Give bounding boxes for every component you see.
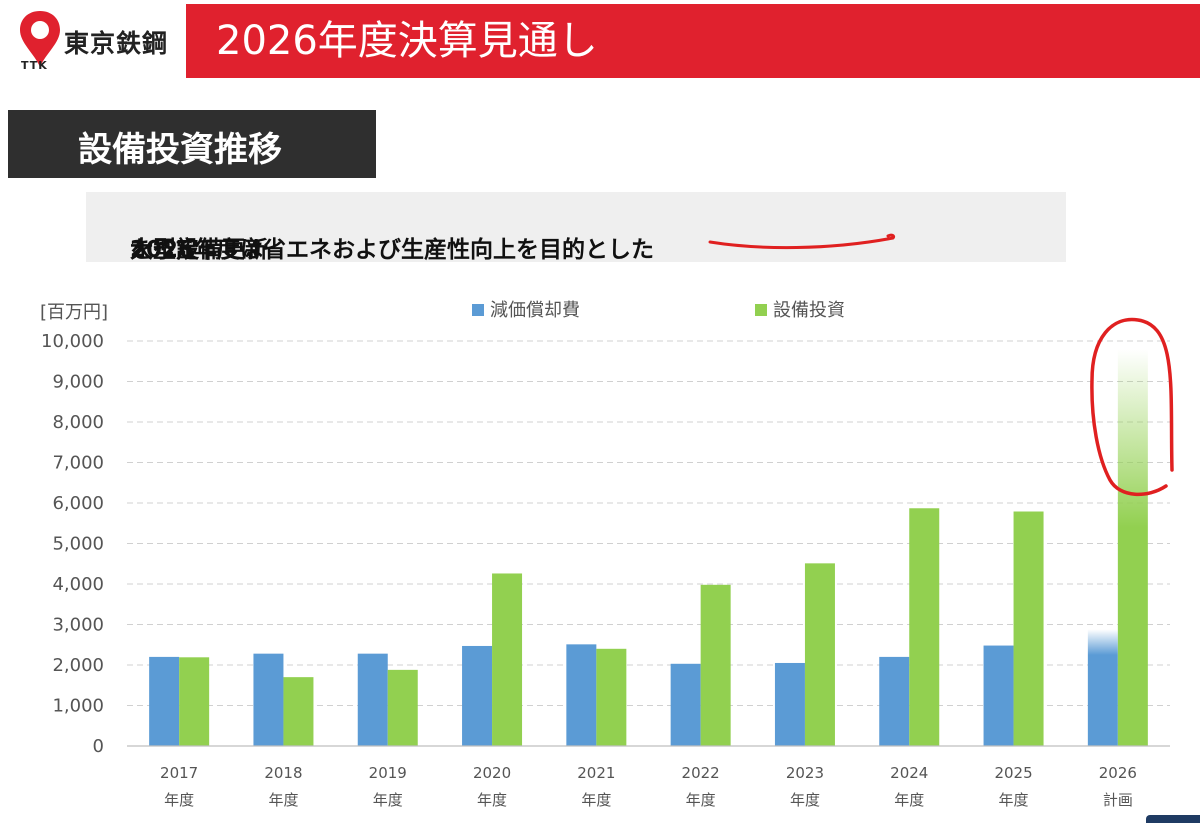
bar-series (149, 349, 1148, 746)
corner-chip (1146, 815, 1200, 823)
x-tick-sublabel: 年度 (373, 791, 403, 809)
bar (909, 508, 940, 746)
company-abbr: TTK (21, 59, 48, 72)
x-tick-sublabel: 年度 (164, 791, 194, 809)
legend-swatch (755, 304, 767, 316)
y-axis-label: [百万円] (40, 302, 108, 323)
x-tick-sublabel: 年度 (686, 791, 716, 809)
y-tick-label: 10,000 (41, 331, 104, 352)
y-tick-label: 3,000 (52, 615, 104, 636)
x-tick-label: 2026 (1099, 764, 1137, 782)
y-tick-label: 5,000 (52, 534, 104, 555)
grid-lines (127, 340, 1170, 706)
x-tick-label: 2021 (577, 764, 615, 782)
bar (804, 563, 835, 746)
bar (283, 677, 314, 746)
chart-legend: 減価償却費 設備投資 (472, 300, 845, 321)
y-tick-label: 6,000 (52, 493, 104, 514)
bar (879, 656, 910, 746)
bar (670, 663, 701, 746)
bar (1087, 629, 1118, 746)
x-tick-sublabel: 年度 (790, 791, 820, 809)
y-axis-ticks: 0 1,000 2,000 3,000 4,000 5,000 6,000 7,000 8,00… (41, 331, 104, 757)
x-tick-label: 2020 (473, 764, 511, 782)
x-tick-sublabel: 年度 (999, 791, 1029, 809)
bar (253, 653, 284, 746)
bar (983, 645, 1014, 746)
legend-swatch (472, 304, 484, 316)
bar (566, 644, 597, 746)
x-tick-sublabel: 年度 (268, 791, 298, 809)
callout-text-after: を予定 (130, 237, 199, 263)
annotation-underline (708, 233, 896, 250)
y-tick-label: 1,000 (52, 696, 104, 717)
page-title: 2026年度決算見通し (216, 18, 598, 64)
x-axis-ticks: 2017 年度 2018 年度 2019 年度 2020 年度 2021 年度 2022 年度 2023… (160, 764, 1137, 809)
bar (1013, 511, 1044, 746)
x-tick-sublabel: 年度 (477, 791, 507, 809)
x-tick-sublabel: 年度 (581, 791, 611, 809)
header-band: 2026年度決算見通し (186, 4, 1200, 78)
x-tick-sublabel: 年度 (894, 791, 924, 809)
callout-text-emphasis: 大型設備更新 (130, 237, 268, 263)
x-tick-label: 2023 (786, 764, 824, 782)
x-tick-label: 2025 (994, 764, 1032, 782)
bar (357, 653, 388, 746)
company-name: 東京鉄鋼 (64, 29, 169, 58)
x-tick-label: 2024 (890, 764, 928, 782)
logo-pin-icon (20, 11, 60, 67)
legend-entry: 設備投資 (773, 300, 845, 321)
company-logo: 東京鉄鋼 TTK (0, 0, 186, 78)
y-tick-label: 7,000 (52, 453, 104, 474)
x-tick-label: 2022 (682, 764, 720, 782)
callout-box: 2026年度は省エネおよび生産性向上を目的とした 大型設備更新 を予定 (86, 192, 1066, 263)
x-tick-label: 2018 (264, 764, 302, 782)
section-tag: 設備投資推移 (8, 110, 376, 178)
y-tick-label: 0 (93, 736, 104, 757)
bar (700, 584, 731, 746)
y-tick-label: 9,000 (52, 372, 104, 393)
bar (1117, 349, 1148, 746)
capex-chart: 0 1,000 2,000 3,000 4,000 5,000 6,000 7,000 8,00… (40, 300, 1174, 809)
bar (492, 573, 523, 746)
callout-text-before: 2026年度は省エネおよび生産性向上を目的とした (130, 237, 655, 263)
y-tick-label: 8,000 (52, 412, 104, 433)
x-tick-label: 2019 (369, 764, 407, 782)
bar (387, 669, 418, 746)
bar (774, 662, 805, 746)
legend-entry: 減価償却費 (490, 300, 580, 321)
y-tick-label: 2,000 (52, 655, 104, 676)
bar (149, 656, 180, 746)
x-tick-sublabel: 計画 (1103, 791, 1133, 809)
section-tag-label: 設備投資推移 (78, 130, 282, 170)
bar (179, 657, 210, 746)
bar (596, 648, 627, 746)
x-tick-label: 2017 (160, 764, 198, 782)
annotation-circle (1090, 317, 1174, 497)
y-tick-label: 4,000 (52, 574, 104, 595)
bar (462, 645, 493, 746)
